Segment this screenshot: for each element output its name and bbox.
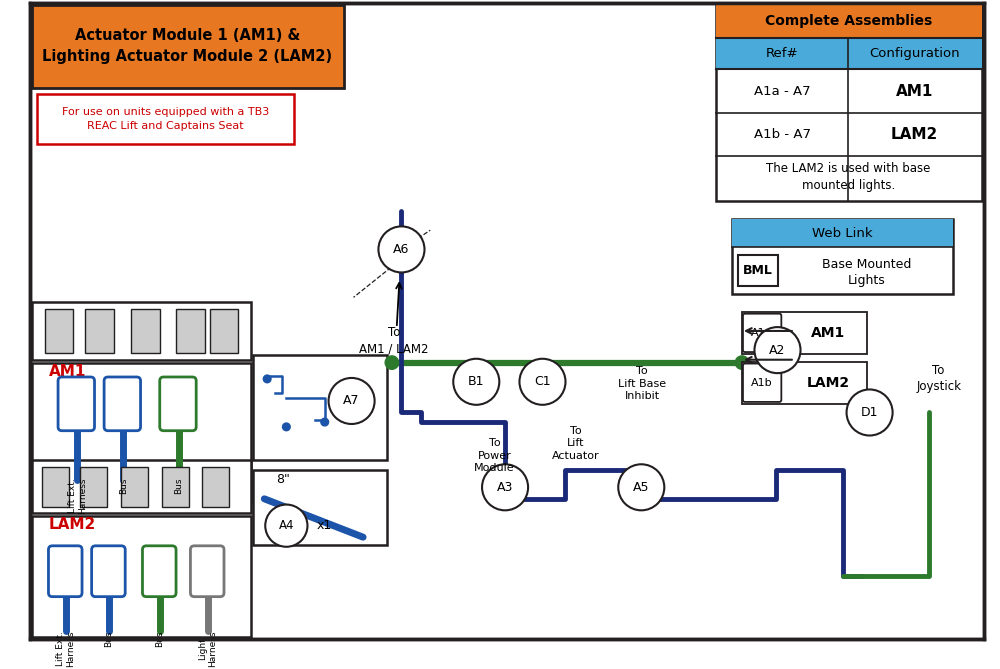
Circle shape: [519, 359, 566, 405]
Text: Bus: Bus: [119, 478, 128, 494]
Text: D1: D1: [861, 406, 878, 419]
FancyBboxPatch shape: [104, 377, 141, 431]
Text: A5: A5: [633, 481, 650, 494]
Bar: [732, 219, 953, 294]
Bar: [42, 467, 69, 508]
Text: To
Joystick: To Joystick: [916, 365, 961, 393]
Circle shape: [735, 356, 749, 369]
FancyBboxPatch shape: [142, 546, 176, 597]
Bar: [32, 363, 251, 502]
Text: A2: A2: [769, 344, 786, 357]
Text: To
Power
Module: To Power Module: [474, 438, 515, 473]
Text: Light
Harness: Light Harness: [198, 630, 217, 667]
Text: The LAM2 is used with base
mounted lights.: The LAM2 is used with base mounted light…: [766, 163, 931, 193]
Circle shape: [453, 359, 499, 405]
Circle shape: [482, 464, 528, 510]
Bar: [32, 5, 344, 88]
Text: Base Mounted
Lights: Base Mounted Lights: [822, 258, 911, 287]
Circle shape: [378, 226, 424, 272]
Circle shape: [329, 378, 375, 424]
Circle shape: [385, 356, 399, 369]
Circle shape: [283, 423, 290, 431]
Bar: [716, 38, 982, 69]
Text: Web Link: Web Link: [812, 227, 873, 240]
Text: Ref#: Ref#: [766, 47, 799, 60]
Text: AM1: AM1: [48, 364, 86, 379]
Text: Bus: Bus: [174, 478, 183, 494]
Bar: [32, 302, 251, 360]
Text: A7: A7: [343, 395, 360, 407]
Text: Lift Ext.
Harness: Lift Ext. Harness: [56, 630, 75, 667]
FancyBboxPatch shape: [190, 546, 224, 597]
Text: Complete Assemblies: Complete Assemblies: [765, 14, 932, 28]
Text: Configuration: Configuration: [869, 47, 960, 60]
Bar: [738, 255, 778, 286]
Bar: [253, 470, 387, 545]
Text: Lift Ext.
Harness: Lift Ext. Harness: [68, 478, 87, 514]
Circle shape: [618, 464, 664, 510]
Circle shape: [263, 375, 271, 383]
Text: LAM2: LAM2: [48, 517, 96, 533]
Bar: [37, 94, 294, 144]
Bar: [32, 460, 251, 513]
Bar: [742, 312, 867, 354]
Text: B1: B1: [468, 375, 485, 388]
Bar: [85, 309, 114, 353]
Text: A1a: A1a: [751, 328, 773, 338]
FancyBboxPatch shape: [160, 377, 196, 431]
Text: A4: A4: [279, 519, 294, 532]
Circle shape: [321, 418, 329, 426]
FancyBboxPatch shape: [743, 314, 781, 352]
Bar: [45, 309, 73, 353]
Bar: [32, 516, 251, 637]
Circle shape: [754, 327, 801, 373]
FancyBboxPatch shape: [58, 377, 95, 431]
Bar: [80, 467, 107, 508]
Text: AM1: AM1: [811, 326, 845, 340]
Text: A6: A6: [393, 243, 410, 256]
Circle shape: [847, 389, 893, 436]
Bar: [176, 309, 205, 353]
FancyBboxPatch shape: [92, 546, 125, 597]
Text: A1b - A7: A1b - A7: [754, 128, 811, 140]
Text: x1: x1: [317, 519, 332, 532]
Text: To
Lift
Actuator: To Lift Actuator: [552, 425, 600, 460]
Text: For use on units equipped with a TB3
REAC Lift and Captains Seat: For use on units equipped with a TB3 REA…: [62, 107, 269, 130]
Text: A1a - A7: A1a - A7: [754, 85, 811, 98]
Text: C1: C1: [534, 375, 551, 388]
Text: To
Lift Base
Inhibit: To Lift Base Inhibit: [618, 367, 666, 401]
Bar: [131, 309, 160, 353]
FancyBboxPatch shape: [48, 546, 82, 597]
Bar: [253, 355, 387, 460]
Text: LAM2: LAM2: [891, 127, 938, 142]
Bar: [202, 467, 229, 508]
Bar: [121, 467, 148, 508]
Bar: [716, 5, 982, 38]
Circle shape: [265, 504, 307, 547]
Text: Actuator Module 1 (AM1) &
Lighting Actuator Module 2 (LAM2): Actuator Module 1 (AM1) & Lighting Actua…: [42, 28, 333, 64]
Text: Bus: Bus: [155, 630, 164, 647]
Text: Bus: Bus: [104, 630, 113, 647]
Bar: [162, 467, 189, 508]
Text: LAM2: LAM2: [807, 376, 850, 390]
Text: 8": 8": [277, 473, 290, 486]
Text: To
AM1 / LAM2: To AM1 / LAM2: [359, 326, 429, 355]
Bar: [716, 5, 982, 201]
Text: AM1: AM1: [896, 84, 933, 98]
Bar: [742, 362, 867, 404]
Bar: [210, 309, 238, 353]
Text: A3: A3: [497, 481, 513, 494]
Bar: [732, 219, 953, 248]
Text: BML: BML: [743, 264, 773, 277]
FancyBboxPatch shape: [743, 363, 781, 402]
Text: A1b: A1b: [751, 378, 773, 388]
